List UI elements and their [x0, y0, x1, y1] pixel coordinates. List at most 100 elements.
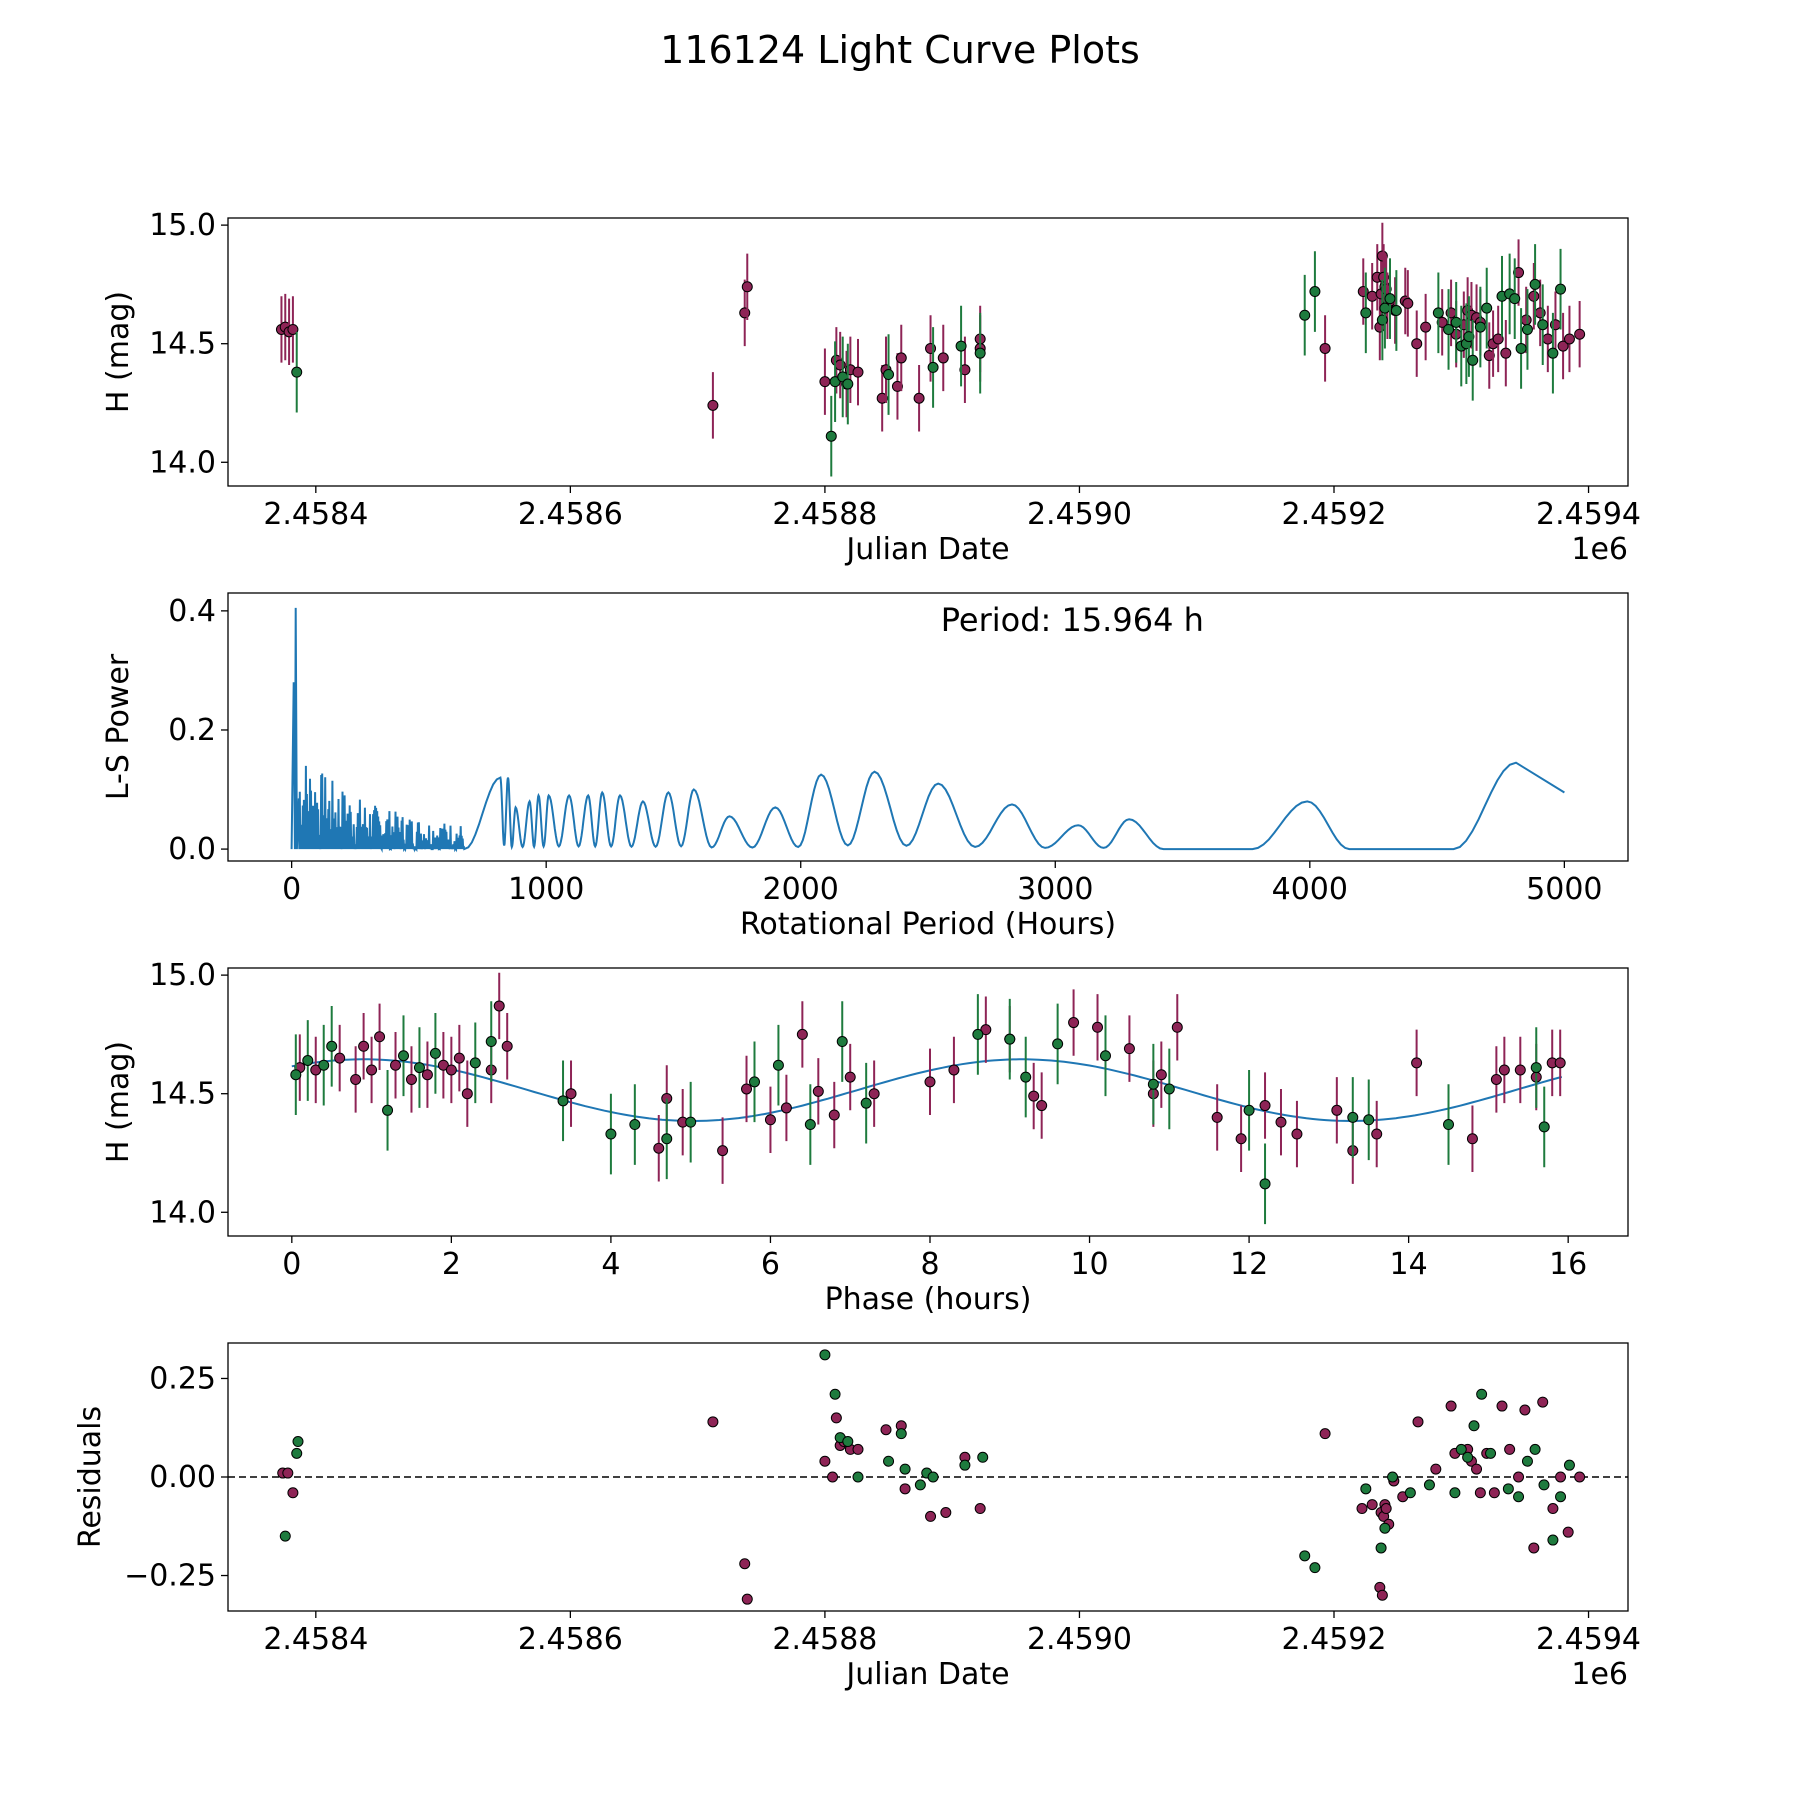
- x-tick-label-ls: 0: [282, 872, 301, 907]
- plot-frame-ls: [227, 592, 1629, 862]
- data-point-magenta: [1547, 1503, 1559, 1515]
- y-axis-label-ls: L-S Power: [101, 653, 136, 800]
- data-point-green: [1163, 1083, 1175, 1095]
- data-point-green: [1481, 302, 1493, 314]
- data-point-magenta: [796, 1028, 808, 1040]
- data-point-green: [914, 1479, 926, 1491]
- data-point-green: [1384, 293, 1396, 305]
- data-point-magenta: [1171, 1021, 1183, 1033]
- data-point-magenta: [830, 1412, 842, 1424]
- data-point-green: [318, 1059, 330, 1071]
- data-point-green: [1363, 1114, 1375, 1126]
- figure-title: 116124 Light Curve Plots: [660, 28, 1140, 72]
- data-point-green: [1530, 1062, 1542, 1074]
- data-point-magenta: [1537, 1396, 1549, 1408]
- data-point-magenta: [1259, 1100, 1271, 1112]
- data-point-green: [1379, 1522, 1391, 1534]
- data-point-magenta: [1500, 347, 1512, 359]
- data-point-magenta: [1376, 1589, 1388, 1601]
- x-axis-label-ls: Rotational Period (Hours): [740, 907, 1116, 942]
- x-tick-label-jd: 2.4592: [1282, 497, 1387, 532]
- data-point-green: [883, 1455, 895, 1467]
- data-point-magenta: [868, 1088, 880, 1100]
- data-point-magenta: [1366, 290, 1378, 302]
- data-point-green: [1360, 307, 1372, 319]
- data-point-green: [804, 1119, 816, 1131]
- x-tick-label-jd: 2.4586: [518, 497, 623, 532]
- data-point-green: [1309, 286, 1321, 298]
- panels: 2.4584 2.4586 2.4588 2.4590 2.4592 2.4594 14.0…: [73, 208, 1641, 1692]
- data-point-green: [955, 340, 967, 352]
- data-point-magenta: [741, 1083, 753, 1095]
- data-point-green: [1423, 1479, 1435, 1491]
- data-point-green: [1563, 1459, 1575, 1471]
- data-point-magenta: [1492, 333, 1504, 345]
- data-point-magenta: [1412, 1416, 1424, 1428]
- data-point-green: [557, 1095, 569, 1107]
- data-point-magenta: [1519, 1404, 1531, 1416]
- data-point-magenta: [741, 1593, 753, 1605]
- data-point-green: [819, 1349, 831, 1361]
- x-offset-label-res: 1e6: [1571, 1657, 1628, 1692]
- data-point-green: [1509, 293, 1521, 305]
- data-point-green: [1259, 1178, 1271, 1190]
- model-fit-curve: [291, 1058, 1563, 1123]
- data-point-green: [883, 369, 895, 381]
- data-point-magenta: [1123, 1043, 1135, 1055]
- panel-phase: 0 2 4 6 8 10 12 14 16 14.0 14.5 15.0 Phase (hours) H …: [101, 958, 1629, 1317]
- data-point-green: [1476, 1388, 1488, 1400]
- data-point-green: [1555, 1491, 1567, 1503]
- data-point-magenta: [1436, 316, 1448, 328]
- y-tick-label-jd: 14.5: [149, 327, 216, 362]
- data-point-magenta: [891, 380, 903, 392]
- data-point-green: [1555, 283, 1567, 295]
- data-point-magenta: [1542, 333, 1554, 345]
- data-point-green: [895, 1428, 907, 1440]
- data-point-green: [1529, 278, 1541, 290]
- y-tick-label-res: 0.00: [149, 1460, 216, 1495]
- data-point-magenta: [287, 323, 299, 335]
- x-tick-label-phase: 4: [601, 1247, 620, 1282]
- x-tick-label-phase: 2: [442, 1247, 461, 1282]
- data-point-magenta: [1504, 1443, 1516, 1455]
- data-point-green: [825, 430, 837, 442]
- data-point-green: [1529, 1443, 1541, 1455]
- data-point-magenta: [358, 1040, 370, 1052]
- data-point-magenta: [501, 1040, 513, 1052]
- x-tick-label-phase: 0: [282, 1247, 301, 1282]
- data-point-magenta: [739, 1558, 751, 1570]
- x-tick-label-phase: 12: [1230, 1247, 1268, 1282]
- data-point-green: [1347, 1111, 1359, 1123]
- data-point-magenta: [819, 1455, 831, 1467]
- data-point-magenta: [1319, 342, 1331, 354]
- y-tick-label-phase: 15.0: [149, 958, 216, 993]
- x-axis-label-jd: Julian Date: [844, 532, 1009, 567]
- data-point-magenta: [980, 1024, 992, 1036]
- data-point-green: [429, 1047, 441, 1059]
- x-tick-label-res: 2.4586: [518, 1622, 623, 1657]
- y-tick-label-ls: 0.2: [168, 713, 216, 748]
- data-point-magenta: [899, 1483, 911, 1495]
- data-point-green: [974, 347, 986, 359]
- data-point-green: [1243, 1104, 1255, 1116]
- data-point-green: [852, 1471, 864, 1483]
- data-point-green: [1538, 1121, 1550, 1133]
- data-point-green: [1360, 1483, 1372, 1495]
- x-tick-label-ls: 2000: [763, 872, 839, 907]
- data-point-green: [1547, 347, 1559, 359]
- data-point-magenta: [1520, 314, 1532, 326]
- data-point-magenta: [707, 1416, 719, 1428]
- data-point-green: [772, 1059, 784, 1071]
- data-point-magenta: [1356, 1503, 1368, 1515]
- data-point-magenta: [282, 1467, 294, 1479]
- data-point-magenta: [1275, 1116, 1287, 1128]
- data-point-magenta: [421, 1069, 433, 1081]
- data-point-green: [1513, 1491, 1525, 1503]
- data-point-magenta: [925, 1510, 937, 1522]
- data-point-green: [1299, 1550, 1311, 1562]
- data-point-magenta: [1411, 338, 1423, 350]
- data-point-green: [842, 378, 854, 390]
- data-point-magenta: [1555, 1471, 1567, 1483]
- y-axis-label-jd: H (mag): [101, 291, 136, 413]
